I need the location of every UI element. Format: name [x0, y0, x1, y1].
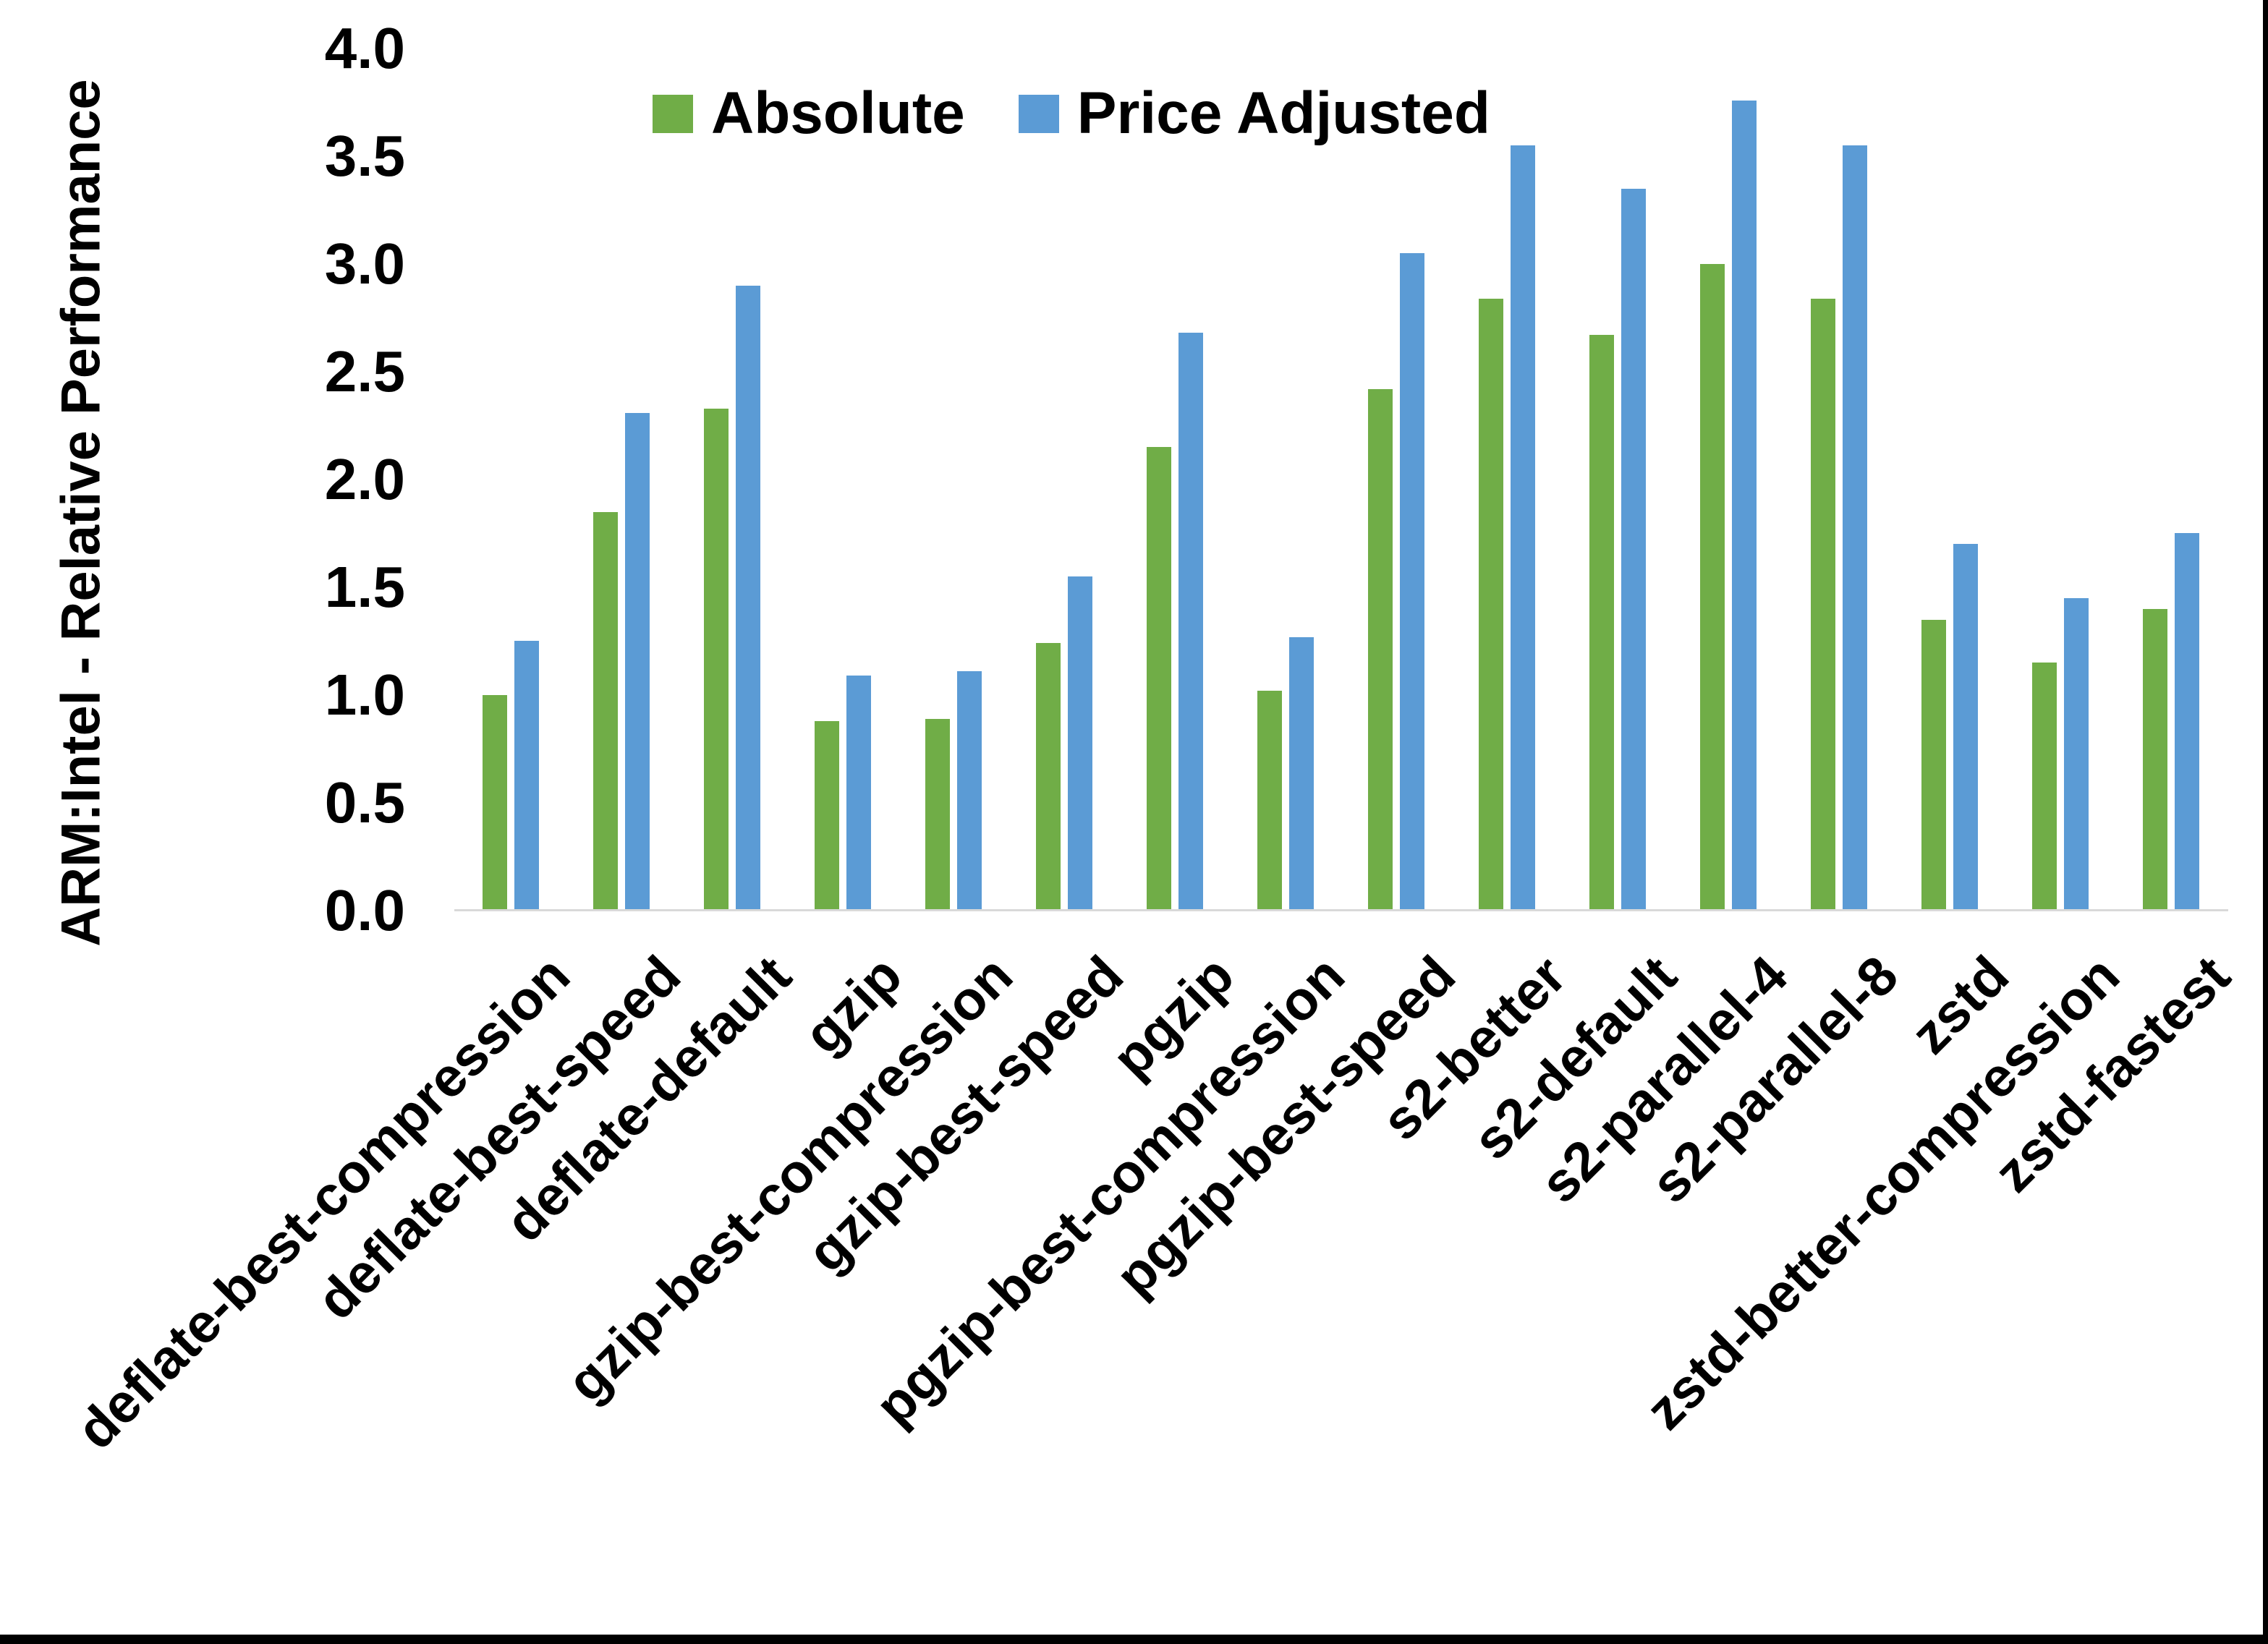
x-axis-line	[454, 909, 2228, 911]
bar-absolute	[2142, 609, 2167, 911]
bar-price-adjusted	[1953, 544, 1978, 911]
bar-price-adjusted	[1510, 145, 1535, 911]
y-axis-tick-label: 2.5	[324, 339, 405, 404]
y-axis-tick-label: 0.5	[324, 770, 405, 835]
bar-absolute	[1699, 264, 1725, 911]
legend-label-absolute: Absolute	[711, 80, 965, 146]
bar-absolute	[482, 695, 507, 911]
legend-item-absolute: Absolute	[653, 84, 965, 143]
bar-absolute	[593, 512, 618, 911]
y-axis-tick-label: 2.0	[324, 447, 405, 511]
bar-price-adjusted	[735, 286, 760, 911]
bar-price-adjusted	[2063, 598, 2089, 911]
legend-swatch-absolute-icon	[653, 94, 693, 133]
bar-price-adjusted	[1842, 145, 1867, 911]
bar-price-adjusted	[1621, 189, 1646, 911]
bar-price-adjusted	[846, 676, 871, 911]
legend-label-price-adjusted: Price Adjusted	[1076, 80, 1490, 146]
bar-absolute	[2031, 663, 2057, 911]
bar-price-adjusted	[624, 413, 650, 911]
bar-absolute	[1589, 335, 1614, 911]
bar-price-adjusted	[956, 671, 982, 911]
y-axis-tick-label: 3.5	[324, 124, 405, 188]
bar-absolute	[1367, 389, 1393, 911]
bar-price-adjusted	[1288, 637, 1314, 911]
bar-absolute	[814, 721, 839, 911]
legend: Absolute Price Adjusted	[653, 84, 1490, 143]
bar-price-adjusted	[2174, 533, 2199, 911]
bar-absolute	[1810, 299, 1835, 911]
bar-absolute	[925, 719, 950, 911]
bar-price-adjusted	[1178, 333, 1203, 911]
y-axis-tick-label: 3.0	[324, 231, 405, 296]
bar-absolute	[1257, 691, 1282, 911]
bar-price-adjusted	[514, 641, 539, 911]
bar-absolute	[1921, 620, 1946, 911]
bar-absolute	[1035, 643, 1061, 911]
bar-price-adjusted	[1399, 253, 1424, 911]
bar-price-adjusted	[1731, 101, 1757, 911]
bar-price-adjusted	[1067, 576, 1092, 911]
y-axis-tick-label: 1.5	[324, 555, 405, 619]
legend-item-price-adjusted: Price Adjusted	[1018, 80, 1490, 146]
bar-absolute	[703, 409, 729, 911]
y-axis-tick-label: 4.0	[324, 16, 405, 80]
legend-swatch-price-adjusted-icon	[1018, 94, 1059, 133]
y-axis-tick-label: 1.0	[324, 663, 405, 727]
bar-absolute	[1146, 447, 1171, 911]
y-axis-tick-label: 0.0	[324, 878, 405, 942]
bar-absolute	[1478, 299, 1503, 911]
